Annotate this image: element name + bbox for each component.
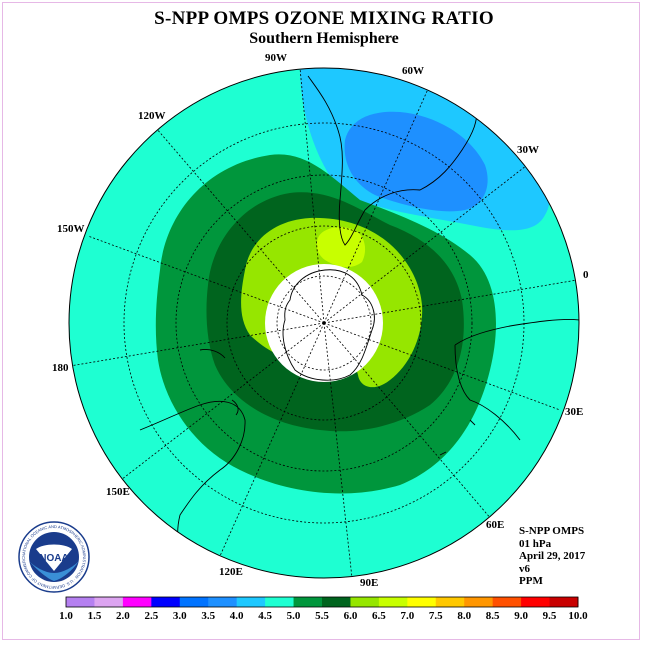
color-scale-label: 2.0 xyxy=(116,610,130,622)
color-scale-label: 8.5 xyxy=(486,610,500,622)
color-scale-label: 7.0 xyxy=(400,610,414,622)
color-swatch xyxy=(179,597,209,607)
coast-south-america xyxy=(307,75,478,246)
ozone-region-3.5 xyxy=(344,111,488,212)
color-swatch xyxy=(378,597,408,607)
color-scale-bar: 1.0 1.5 2.0 2.5 3.0 3.5 4.0 4.5 5.0 5.5 6.0 6.5 7.0 7… xyxy=(59,596,588,622)
coast-new-zealand xyxy=(199,349,239,416)
color-swatch xyxy=(407,597,437,607)
map-subtitle: Southern Hemisphere xyxy=(249,30,399,47)
label-180: 180 xyxy=(52,362,69,374)
label-0: 0 xyxy=(583,269,589,281)
color-swatch xyxy=(549,597,579,607)
coast-africa xyxy=(454,319,579,441)
color-scale-label: 3.5 xyxy=(201,610,215,622)
color-swatch xyxy=(322,597,351,607)
coastlines xyxy=(139,75,579,571)
image-frame xyxy=(2,2,640,640)
label-30w: 30W xyxy=(517,144,539,156)
color-swatch xyxy=(122,597,152,607)
label-120w: 120W xyxy=(138,110,166,122)
map-border xyxy=(68,67,580,579)
ozone-region-6.5 xyxy=(316,227,366,268)
color-scale-label: 3.0 xyxy=(173,610,187,622)
color-swatch xyxy=(208,597,238,607)
color-scale-label: 6.0 xyxy=(344,610,358,622)
color-scale-label: 1.5 xyxy=(88,610,102,622)
label-90w: 90W xyxy=(265,52,287,64)
product-info: S-NPP OMPS 01 hPa April 29, 2017 v6 PPM xyxy=(519,525,585,588)
info-instrument: S-NPP OMPS xyxy=(519,525,585,537)
color-swatch xyxy=(151,597,181,607)
label-120e: 120E xyxy=(219,566,243,578)
coast-indian-ocean-islands xyxy=(439,419,476,456)
color-swatch xyxy=(265,597,295,607)
coast-antarctica xyxy=(282,269,375,381)
label-150w: 150W xyxy=(57,223,85,235)
color-scale-label: 7.5 xyxy=(429,610,443,622)
label-60w: 60W xyxy=(402,65,424,77)
color-scale-label: 10.0 xyxy=(568,610,588,622)
info-version: v6 xyxy=(519,562,530,575)
noaa-logo-text: NOAA xyxy=(39,553,68,564)
label-90e: 90E xyxy=(360,577,378,589)
graticule xyxy=(69,68,578,578)
color-scale-label: 9.0 xyxy=(514,610,528,622)
color-scale-label: 5.5 xyxy=(315,610,329,622)
label-30e: 30E xyxy=(565,406,583,418)
noaa-logo: NOAA NATIONAL OCEANIC AND ATMOSPHERIC AD… xyxy=(18,521,90,593)
color-scale-label: 9.5 xyxy=(543,610,557,622)
color-scale-label: 5.0 xyxy=(287,610,301,622)
meridian-labels: 90W 60W 30W 0 30E 60E 90E 120E 150E 180 … xyxy=(52,52,589,589)
color-scale-label: 6.5 xyxy=(372,610,386,622)
color-scale-label: 4.0 xyxy=(230,610,244,622)
color-scale-label: 8.0 xyxy=(457,610,471,622)
label-150e: 150E xyxy=(106,486,130,498)
color-bar-border xyxy=(65,596,579,608)
color-swatch xyxy=(66,597,95,607)
info-units: PPM xyxy=(519,575,543,587)
ozone-field xyxy=(69,68,579,578)
label-60e: 60E xyxy=(486,519,504,531)
color-swatch xyxy=(350,597,380,607)
color-swatch xyxy=(492,597,522,607)
color-swatch xyxy=(293,597,323,607)
color-scale-label: 4.5 xyxy=(258,610,272,622)
color-swatch xyxy=(464,597,494,607)
color-swatch xyxy=(94,597,124,607)
color-scale-label: 2.5 xyxy=(144,610,158,622)
color-swatch xyxy=(521,597,551,607)
color-swatch xyxy=(236,597,266,607)
coast-australia xyxy=(139,400,246,571)
info-date: April 29, 2017 xyxy=(519,550,586,562)
map-title: S-NPP OMPS OZONE MIXING RATIO xyxy=(154,8,494,29)
color-scale-label: 1.0 xyxy=(59,610,73,622)
color-swatch xyxy=(435,597,465,607)
info-level: 01 hPa xyxy=(519,537,552,550)
